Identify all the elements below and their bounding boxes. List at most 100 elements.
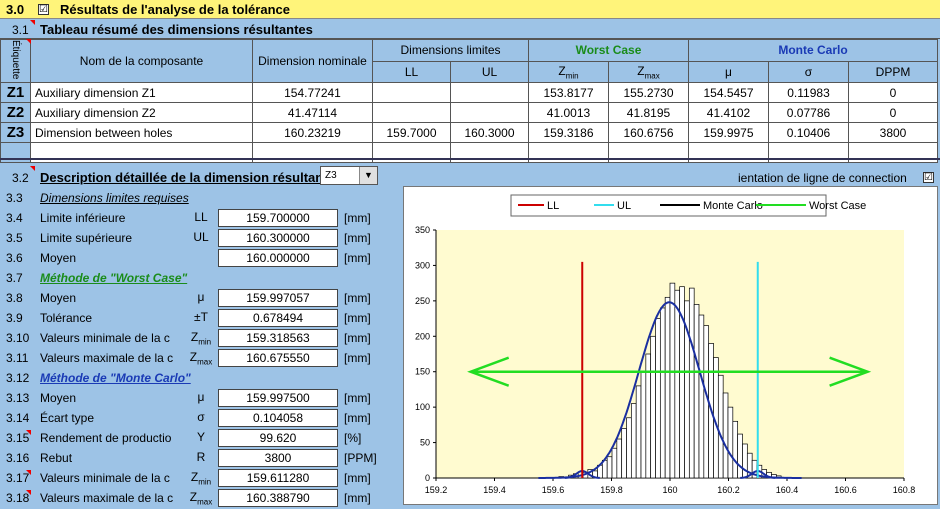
chevron-down-icon[interactable]: ▼ <box>359 167 377 184</box>
detail-row: 3.10 Valeurs minimale de la c Zmin 159.3185… <box>0 328 390 348</box>
row-unit: [mm] <box>344 291 371 305</box>
histogram-bar <box>606 456 613 479</box>
row-unit: [%] <box>344 431 362 445</box>
x-tick-label: 160 <box>662 485 677 495</box>
y-tick-label: 50 <box>420 438 430 448</box>
detail-row: 3.5 Limite supérieure UL 160.300000 [mm] <box>0 228 390 248</box>
x-tick-label: 160.6 <box>834 485 857 495</box>
x-tick-label: 160.2 <box>717 485 740 495</box>
detail-row: 3.9 Tolérance ±T 0.678494 [mm] <box>0 308 390 328</box>
comment-marker <box>26 430 31 435</box>
legend-label: LL <box>547 200 559 212</box>
row-ul[interactable] <box>450 82 529 104</box>
comment-marker <box>30 20 35 25</box>
row-dppm: 3800 <box>848 122 938 144</box>
row-number: 3.7 <box>6 271 23 285</box>
histogram-bar <box>742 443 748 479</box>
col-zmax-header: Zmax <box>608 60 689 84</box>
histogram-chart: 0 50 100 150 200 250 300 350 159.2 159.4 159.6 159.… <box>403 186 938 505</box>
subsection-header: 3.1 Tableau résumé des dimensions résult… <box>0 20 940 39</box>
histogram-bar <box>650 335 656 479</box>
row-ll[interactable] <box>372 102 451 124</box>
section-number: 3.0 <box>6 2 25 17</box>
x-tick-label: 159.6 <box>542 485 565 495</box>
row-unit: [mm] <box>344 391 371 405</box>
row-label: Z2 <box>0 102 31 124</box>
row-nominal[interactable]: 41.47114 <box>252 102 373 124</box>
row-value: 159.997057 <box>218 289 338 307</box>
worst-case-arrow-right <box>829 356 872 387</box>
results-checkbox[interactable]: ☑ <box>38 4 49 15</box>
subsection-title: Tableau résumé des dimensions résultante… <box>40 22 313 37</box>
row-number: 3.16 <box>6 451 30 465</box>
x-tick-label: 159.4 <box>483 485 506 495</box>
row-ul[interactable] <box>450 102 529 124</box>
row-symbol: UL <box>193 230 209 244</box>
detail-row: 3.7 Méthode de "Worst Case" <box>0 268 390 288</box>
row-value: 0.104058 <box>218 409 338 427</box>
row-symbol: Zmax <box>189 350 213 367</box>
row-zmin: 41.0013 <box>528 102 609 124</box>
col-ul-header: UL <box>450 60 529 84</box>
row-number: 3.17 <box>6 471 30 485</box>
row-ll[interactable] <box>372 82 451 104</box>
row-number: 3.5 <box>6 231 23 245</box>
row-ul[interactable]: 160.3000 <box>450 122 529 144</box>
row-symbol: σ <box>197 410 205 424</box>
x-tick-label: 160.8 <box>893 485 916 495</box>
dimension-select[interactable]: Z3 ▼ <box>320 166 378 185</box>
col-sigma-header: σ <box>768 60 849 84</box>
row-nominal[interactable]: 154.77241 <box>252 82 373 104</box>
detail-number: 3.2 <box>12 171 29 185</box>
comment-marker <box>26 490 31 495</box>
histogram-bar <box>732 420 739 479</box>
row-mu: 154.5457 <box>688 82 769 104</box>
row-name[interactable]: Auxiliary dimension Z1 <box>30 82 253 104</box>
row-unit: [mm] <box>344 411 371 425</box>
y-tick-label: 150 <box>415 367 430 377</box>
row-value: 3800 <box>218 449 338 467</box>
row-unit: [PPM] <box>344 451 377 465</box>
col-nominal-header: Dimension nominale <box>252 38 373 84</box>
row-label: Rendement de productio <box>40 431 172 445</box>
chart-svg: 0 50 100 150 200 250 300 350 159.2 159.4 159.6 159.… <box>415 194 916 495</box>
etiquette-header: Étiquette <box>0 38 31 84</box>
row-mu: 159.9975 <box>688 122 769 144</box>
histogram-bar <box>688 287 695 479</box>
row-unit: [mm] <box>344 231 371 245</box>
row-nominal[interactable]: 160.23219 <box>252 122 373 144</box>
row-name[interactable]: Auxiliary dimension Z2 <box>30 102 253 124</box>
section-title: Résultats de l'analyse de la tolérance <box>60 2 290 17</box>
legend-label: Worst Case <box>809 200 866 212</box>
row-mu: 41.4102 <box>688 102 769 124</box>
row-number: 3.12 <box>6 371 30 385</box>
row-label: Tolérance <box>40 311 93 325</box>
orientation-checkbox[interactable]: ☑ <box>923 172 934 183</box>
histogram-bar <box>722 392 729 479</box>
detail-row: 3.6 Moyen 160.000000 [mm] <box>0 248 390 268</box>
histogram-bar <box>693 304 700 479</box>
histogram-bar <box>635 385 642 479</box>
row-zmin: 159.3186 <box>528 122 609 144</box>
row-section-title: Dimensions limites requises <box>40 191 189 205</box>
histogram-bar <box>698 314 705 479</box>
row-number: 3.10 <box>6 331 30 345</box>
row-value: 0.678494 <box>218 309 338 327</box>
row-label: Valeurs minimale de la c <box>40 331 170 345</box>
row-number: 3.15 <box>6 431 30 445</box>
row-label: Z3 <box>0 122 31 144</box>
row-dppm: 0 <box>848 102 938 124</box>
x-tick-label: 160.4 <box>776 485 799 495</box>
detail-row: 3.16 Rebut R 3800 [PPM] <box>0 448 390 468</box>
comment-marker <box>30 166 35 171</box>
row-number: 3.8 <box>6 291 23 305</box>
col-limits-header: Dimensions limites <box>372 39 529 62</box>
row-name[interactable]: Dimension between holes <box>30 122 253 144</box>
row-number: 3.3 <box>6 191 23 205</box>
summary-table: Étiquette Nom de la composante Dimension… <box>0 38 938 164</box>
histogram-bar <box>655 318 661 479</box>
row-unit: [mm] <box>344 351 371 365</box>
row-ll[interactable]: 159.7000 <box>372 122 451 144</box>
row-unit: [mm] <box>344 251 371 265</box>
row-value: 160.300000 <box>218 229 338 247</box>
